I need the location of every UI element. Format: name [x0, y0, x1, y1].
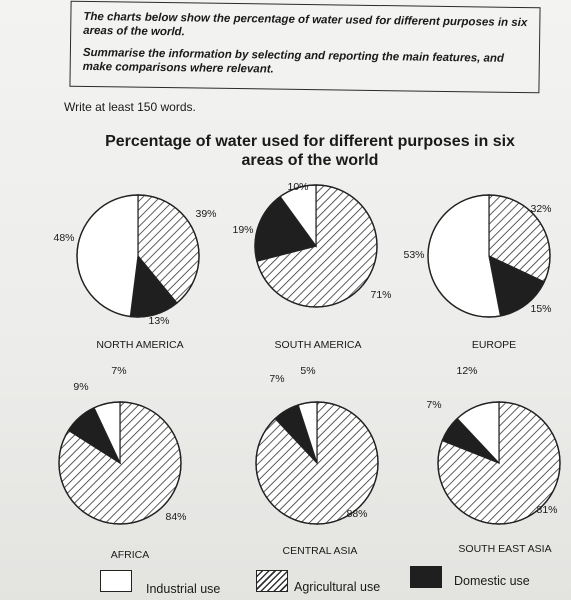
south-east-asia-agricultural-label: 81% [536, 504, 557, 516]
africa-agricultural-label: 84% [165, 511, 186, 523]
north-america-agricultural-label: 39% [195, 208, 216, 220]
south-east-asia-region-name: SOUTH EAST ASIA [458, 543, 551, 555]
legend-agricultural-label: Agricultural use [294, 580, 381, 594]
europe-industrial-slice [427, 194, 502, 318]
africa-domestic-label: 9% [73, 381, 88, 393]
central-asia-region-name: CENTRAL ASIA [283, 545, 358, 557]
north-america-region-name: NORTH AMERICA [96, 339, 183, 351]
central-asia-industrial-label: 5% [300, 365, 315, 377]
south-east-asia-pie-outline [437, 401, 561, 525]
legend-industrial-label: Industrial use [146, 582, 221, 596]
north-america-industrial-label: 48% [53, 232, 74, 244]
word-count-instruction: Write at least 150 words. [64, 100, 196, 114]
north-america-industrial-slice [76, 194, 139, 318]
legend-industrial-swatch [100, 570, 132, 592]
legend-agricultural-swatch [256, 570, 288, 592]
central-asia-agricultural-label: 88% [346, 508, 367, 520]
europe-agricultural-label: 32% [530, 203, 551, 215]
legend-domestic-swatch [410, 566, 442, 588]
europe-domestic-label: 15% [530, 303, 551, 315]
central-asia-pie-outline [255, 401, 379, 525]
europe-region-name: EUROPE [472, 339, 516, 351]
africa-region-name: AFRICA [111, 549, 150, 561]
chart-title: Percentage of water used for different p… [105, 133, 515, 169]
south-america-domestic-label: 19% [232, 224, 253, 236]
south-east-asia-domestic-label: 7% [426, 399, 441, 411]
central-asia-domestic-label: 7% [269, 373, 284, 385]
north-america-domestic-label: 13% [148, 315, 169, 327]
south-america-pie-outline [254, 184, 378, 308]
legend-domestic-label: Domestic use [454, 574, 530, 588]
north-america-pie-outline [76, 194, 200, 318]
south-america-region-name: SOUTH AMERICA [275, 339, 362, 351]
south-america-agricultural-label: 71% [370, 289, 391, 301]
europe-industrial-label: 53% [403, 249, 424, 261]
europe-pie-outline [427, 194, 551, 318]
africa-pie-outline [58, 401, 182, 525]
south-america-industrial-label: 10% [287, 181, 308, 193]
south-east-asia-industrial-label: 12% [456, 365, 477, 377]
africa-industrial-label: 7% [111, 365, 126, 377]
